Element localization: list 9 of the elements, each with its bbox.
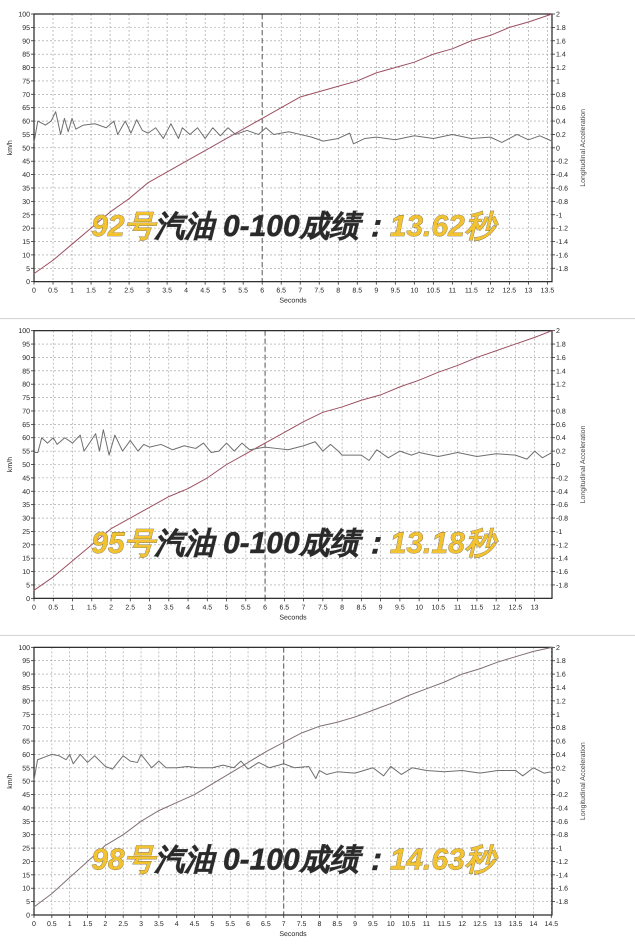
annotation: 13.18秒 [390, 526, 499, 560]
line-series [34, 14, 552, 274]
line-series [34, 646, 552, 908]
annotation: 13.62秒 [390, 210, 499, 244]
line-series [34, 429, 552, 461]
line-series [34, 754, 552, 780]
line-series [34, 111, 552, 144]
line-series [34, 330, 552, 591]
annotation: 14.63秒 [390, 843, 499, 876]
